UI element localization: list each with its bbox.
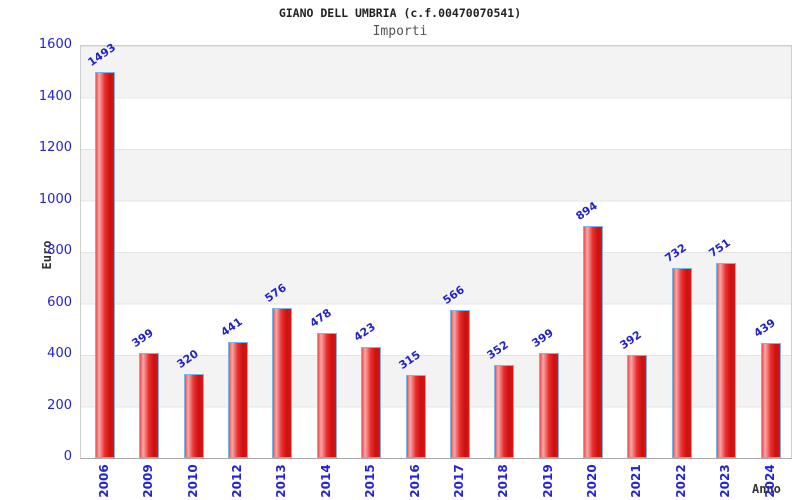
bar-2021 — [627, 355, 648, 458]
bar-value-label: 478 — [307, 306, 334, 330]
bar-value-label: 392 — [617, 328, 645, 353]
bar-value-label: 315 — [396, 348, 423, 372]
bar-value-label: 566 — [440, 283, 467, 308]
bar-2024 — [760, 342, 781, 458]
x-tick-label: 2010 — [185, 464, 200, 498]
y-tick-label: 800 — [47, 243, 72, 258]
x-tick-label: 2019 — [540, 464, 555, 498]
plot-area: 1493 399 320 441 576 478 423 315 566 352 399 894 392… — [80, 40, 792, 459]
x-tick-label: 2024 — [762, 464, 777, 498]
bar-2016 — [405, 374, 426, 458]
x-axis-title: Anno — [752, 482, 781, 496]
y-tick-label: 1400 — [38, 88, 72, 104]
x-tick-label: 2009 — [141, 464, 156, 498]
bar-value-label: 399 — [129, 326, 157, 351]
bar-2019 — [538, 353, 559, 458]
x-tick-label: 2013 — [274, 464, 289, 498]
bar-2023 — [716, 262, 737, 458]
bar-value-label: 439 — [751, 316, 778, 340]
bar-value-label: 320 — [174, 346, 201, 371]
bar-2012 — [228, 342, 249, 458]
x-tick-label: 2006 — [97, 464, 111, 498]
bar-2014 — [316, 332, 337, 458]
y-tick-label: 1000 — [38, 191, 72, 207]
x-tick-label: 2020 — [585, 464, 600, 498]
y-tick-label: 600 — [47, 294, 72, 310]
x-tick-label: 2016 — [407, 464, 422, 498]
x-tick-label: 2023 — [718, 464, 733, 498]
y-tick-label: 400 — [47, 346, 72, 361]
bar-value-label: 399 — [529, 326, 556, 351]
bar-value-label: 894 — [573, 198, 600, 223]
x-tick-label: 2012 — [230, 464, 245, 498]
bar-2020 — [583, 225, 604, 458]
bar-2009 — [139, 353, 160, 458]
bar-value-label: 423 — [351, 320, 379, 345]
bar-value-label: 732 — [662, 240, 689, 265]
bar-2013 — [272, 307, 293, 458]
x-tick-label: 2017 — [451, 464, 466, 498]
bar-value-label: 1493 — [85, 40, 119, 69]
x-tick-label: 2018 — [496, 464, 511, 498]
bar-value-label: 751 — [706, 235, 733, 260]
bar-2018 — [494, 365, 515, 458]
bar-value-label: 352 — [484, 338, 512, 363]
y-tick-label: 0 — [63, 449, 72, 464]
x-tick-label: 2022 — [673, 464, 688, 498]
bar-2006 — [95, 71, 115, 458]
chart-subtitle: Importi — [372, 24, 428, 39]
bar-2022 — [671, 267, 692, 458]
bar-2017 — [449, 310, 470, 458]
bar-value-label: 576 — [263, 280, 290, 305]
x-tick-label: 2014 — [318, 464, 333, 498]
y-tick-label: 1200 — [38, 140, 72, 155]
bar-2010 — [183, 373, 204, 458]
bar-2015 — [361, 347, 382, 458]
y-tick-label: 200 — [47, 397, 72, 413]
bar-value-label: 441 — [218, 315, 245, 340]
chart-title: GIANO DELL UMBRIA (c.f.00470070541) — [278, 6, 522, 20]
x-tick-label: 2015 — [363, 464, 378, 498]
y-tick-label: 1600 — [38, 37, 72, 52]
x-tick-label: 2021 — [629, 464, 644, 498]
